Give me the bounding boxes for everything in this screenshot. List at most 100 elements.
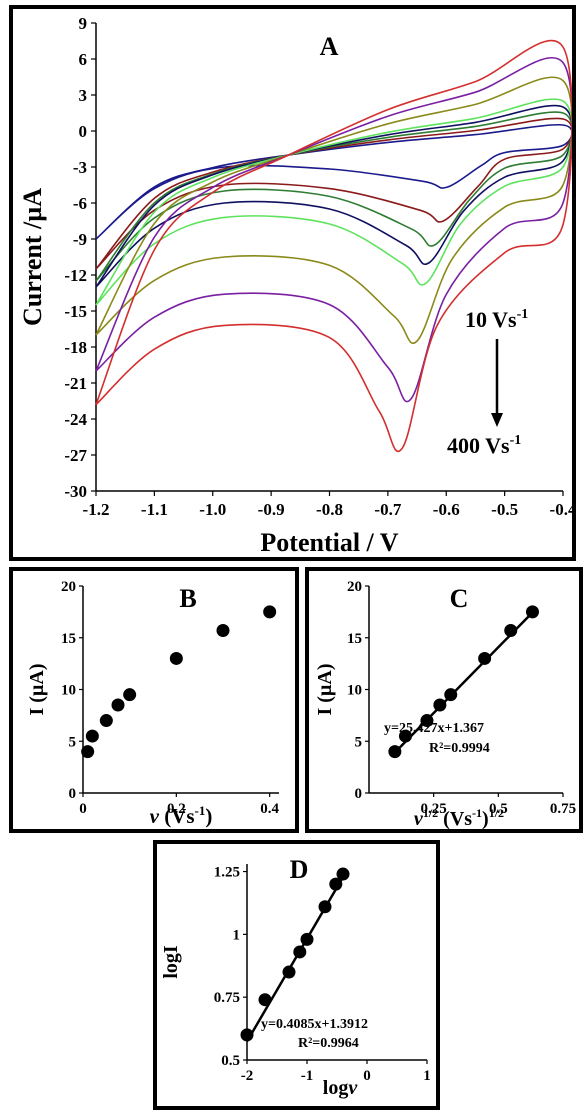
data-point-6 — [478, 651, 492, 665]
cv-curve-7 — [95, 56, 572, 403]
cv-curve-5 — [95, 98, 572, 306]
fit-equation: y=0.4085x+1.3912 — [261, 1017, 368, 1032]
x-tick-label: -1.2 — [83, 500, 110, 519]
y-tick-label: 1.25 — [214, 865, 240, 881]
scan-rate-arrow-head — [491, 413, 503, 427]
y-tick-label: -9 — [73, 230, 87, 249]
data-point-4 — [111, 698, 125, 712]
y-tick-label: 20 — [61, 579, 76, 595]
data-point-3 — [99, 714, 113, 728]
y-axis-label: Current /µA — [18, 188, 47, 326]
data-point-8 — [336, 867, 350, 881]
y-tick-label: 9 — [79, 14, 88, 33]
x-tick-label: -2 — [241, 1068, 254, 1084]
x-axis-label: v (Vs-1) — [150, 803, 213, 828]
data-point-3 — [420, 714, 434, 728]
y-tick-label: 6 — [79, 50, 88, 69]
panel-title: D — [290, 855, 309, 884]
scan-rate-end-label: 400 Vs-1 — [447, 433, 521, 458]
cv-curve-2 — [95, 117, 572, 270]
x-tick-label: -0.8 — [316, 500, 343, 519]
y-tick-label: 20 — [347, 579, 362, 595]
panel-a: 9 6 3 0 -3 -6 -9 -12 -15 -18 -21 -24 -27 -30 -1.2 -1.1 -… — [9, 5, 576, 561]
data-point-1 — [81, 745, 95, 759]
data-point-7 — [504, 624, 518, 638]
y-tick-label: 0 — [79, 122, 88, 141]
fit-equation: y=25.427x+1.367 — [384, 721, 484, 736]
scatter-chart-b: 0 5 10 15 20 0 0.2 0.4 B I (µA) v (Vs-1) — [26, 579, 280, 828]
panel-b: 0 5 10 15 20 0 0.2 0.4 B I (µA) v (Vs-1) — [9, 567, 299, 833]
panel-title: C — [450, 584, 469, 613]
data-point-6 — [169, 651, 183, 665]
x-tick-label: 0.25 — [421, 801, 447, 817]
y-tick-label: -6 — [73, 194, 87, 213]
data-point-5 — [444, 688, 458, 702]
data-point-2 — [398, 729, 412, 743]
y-tick-label: 1 — [233, 927, 241, 943]
x-tick-label: 0.2 — [167, 801, 186, 817]
y-tick-label: -30 — [64, 482, 87, 501]
fit-r-squared: R²=0.9964 — [298, 1036, 359, 1051]
cv-curve-4 — [95, 104, 572, 288]
x-axis-label: v1/2 (Vs-1)1/2 — [414, 806, 504, 829]
data-point-2 — [85, 729, 99, 743]
y-tick-label: -24 — [64, 410, 87, 429]
data-point-3 — [282, 965, 296, 979]
y-tick-label: -27 — [64, 446, 87, 465]
data-point-4 — [433, 698, 447, 712]
y-tick-label: 0.75 — [214, 990, 240, 1006]
x-tick-label: 0 — [363, 1068, 371, 1084]
cv-curve-1 — [95, 123, 572, 240]
x-tick-label: -0.5 — [491, 500, 518, 519]
cv-curve-8 — [95, 39, 572, 452]
fit-r-squared: R²=0.9994 — [429, 741, 490, 756]
y-tick-label: 0 — [69, 786, 77, 802]
cv-curve-6 — [95, 76, 572, 344]
x-tick-label: -0.4 — [550, 500, 572, 519]
y-tick-label: 15 — [61, 631, 76, 647]
data-point-6 — [318, 900, 332, 914]
data-point-8 — [263, 605, 277, 619]
x-tick-label: -1 — [301, 1068, 314, 1084]
y-tick-label: -21 — [64, 374, 87, 393]
y-axis-label: I (µA) — [314, 663, 336, 715]
y-tick-label: 5 — [69, 734, 77, 750]
data-point-1 — [240, 1028, 254, 1042]
panel-c: 0 5 10 15 20 0.25 0.5 0.75 C I (µA) y=25.427x+1.36… — [305, 567, 583, 833]
data-point-8 — [525, 605, 539, 619]
x-tick-label: -0.9 — [258, 500, 285, 519]
y-tick-label: -12 — [64, 266, 87, 285]
x-axis-label: Potential / V — [260, 528, 398, 557]
y-tick-label: 15 — [347, 631, 362, 647]
y-tick-label: 10 — [347, 683, 362, 699]
data-point-7 — [216, 624, 230, 638]
y-tick-label: -15 — [64, 302, 87, 321]
y-tick-label: 3 — [79, 86, 88, 105]
x-tick-label: 1 — [423, 1068, 431, 1084]
y-axis-label: I (µA) — [26, 663, 48, 715]
y-tick-label: -18 — [64, 338, 87, 357]
y-tick-label: 10 — [61, 683, 76, 699]
x-axis-label: logv — [323, 1077, 359, 1099]
x-tick-label: 0 — [79, 801, 87, 817]
x-tick-label: 0.4 — [260, 801, 279, 817]
panel-title: B — [179, 584, 196, 613]
data-point-5 — [300, 932, 314, 946]
y-tick-label: -3 — [73, 158, 87, 177]
y-tick-label: 0 — [355, 786, 363, 802]
data-point-2 — [258, 993, 272, 1007]
x-tick-label: 0.75 — [550, 801, 576, 817]
scatter-chart-c: 0 5 10 15 20 0.25 0.5 0.75 C I (µA) y=25.427x+1.36… — [314, 579, 576, 829]
y-tick-label: 5 — [355, 734, 363, 750]
data-point-4 — [293, 945, 307, 959]
x-tick-label: -1.0 — [199, 500, 226, 519]
x-tick-label: -0.7 — [374, 500, 401, 519]
data-point-1 — [388, 745, 402, 759]
scan-rate-start-label: 10 Vs-1 — [465, 307, 528, 332]
y-tick-label: 0.5 — [221, 1053, 240, 1069]
cv-chart-a: 9 6 3 0 -3 -6 -9 -12 -15 -18 -21 -24 -27 -30-1.2 -1.1 -… — [18, 14, 572, 557]
x-tick-label: -1.1 — [141, 500, 168, 519]
x-tick-label: 0.5 — [489, 801, 508, 817]
